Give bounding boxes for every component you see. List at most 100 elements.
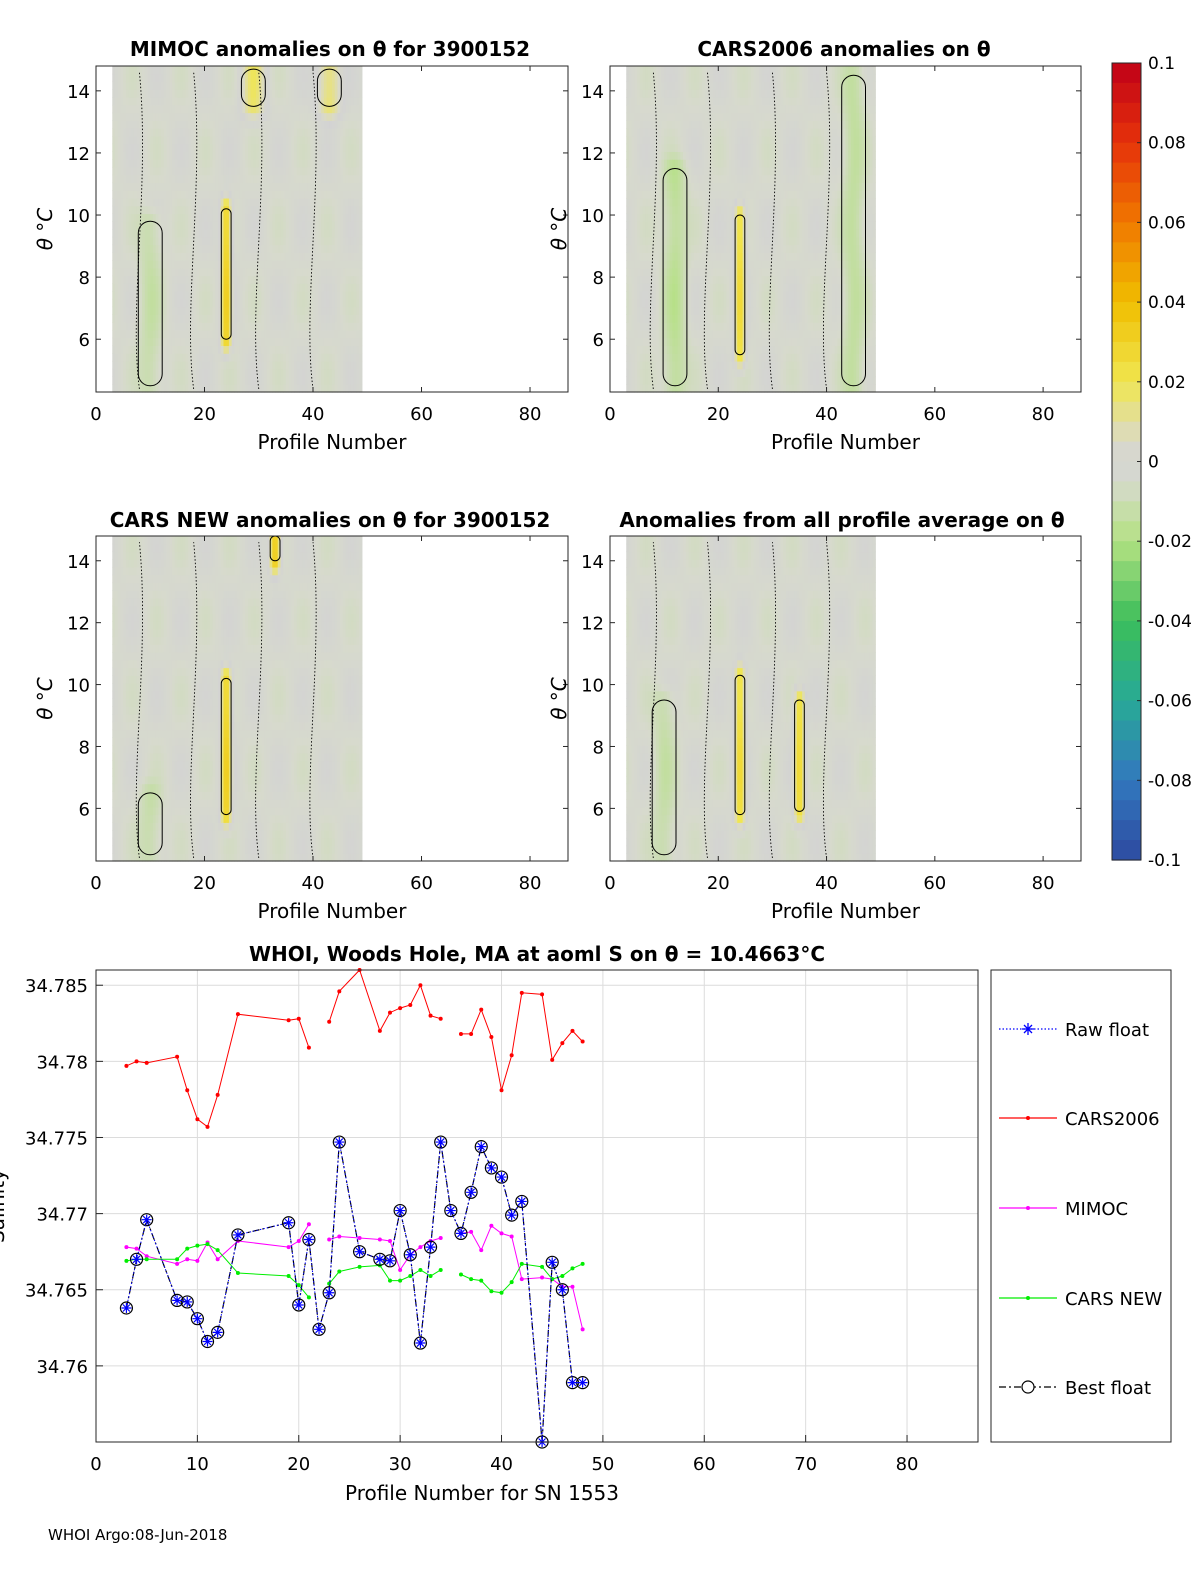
heatmap-cell — [237, 66, 241, 75]
heatmap-cell — [250, 283, 254, 292]
heatmap-cell — [196, 97, 200, 106]
heatmap-cell — [269, 112, 273, 121]
heatmap-cell — [359, 66, 363, 75]
heatmap-cell — [250, 353, 254, 362]
heatmap-cell — [223, 66, 227, 75]
heatmap-cell — [169, 267, 173, 277]
heatmap-cell — [166, 337, 170, 347]
heatmap-cell — [196, 283, 200, 292]
heatmap-cell — [188, 275, 192, 284]
heatmap-cell — [223, 337, 227, 347]
heatmap-cell — [226, 360, 230, 370]
heatmap-cell — [171, 283, 176, 292]
heatmap-cell — [283, 291, 287, 300]
heatmap-cell — [288, 213, 292, 222]
heatmap-cell — [234, 190, 238, 199]
heatmap-cell — [234, 112, 238, 121]
heatmap-cell — [231, 298, 235, 308]
heatmap-cell — [266, 353, 271, 362]
heatmap-cell — [234, 89, 238, 98]
heatmap-cell — [237, 368, 241, 378]
heatmap-cell — [258, 104, 263, 114]
heatmap-cell — [114, 128, 119, 137]
heatmap-cell — [285, 267, 290, 277]
heatmap-cell — [266, 252, 271, 261]
heatmap-cell — [247, 128, 252, 137]
heatmap-cell — [237, 112, 241, 121]
heatmap-cell — [209, 66, 214, 75]
heatmap-cell — [133, 151, 138, 160]
heatmap-cell — [291, 260, 295, 269]
heatmap-cell — [215, 376, 219, 385]
heatmap-cell — [182, 128, 187, 137]
heatmap-cell — [277, 306, 282, 315]
heatmap-cell — [264, 345, 268, 354]
heatmap-cell — [133, 221, 138, 230]
heatmap-cell — [133, 267, 138, 277]
heatmap-cell — [212, 112, 216, 121]
heatmap-cell — [250, 260, 254, 269]
heatmap-cell — [152, 252, 157, 261]
heatmap-cell — [182, 260, 187, 269]
heatmap-cell — [228, 267, 233, 277]
heatmap-cell — [125, 368, 130, 378]
heatmap-cell — [204, 291, 208, 300]
heatmap-cell — [133, 182, 138, 191]
heatmap-cell — [266, 236, 271, 246]
heatmap-cell — [147, 104, 151, 114]
heatmap-cell — [285, 143, 290, 152]
heatmap-cell — [158, 81, 162, 90]
heatmap-cell — [161, 244, 165, 253]
heatmap-cell — [280, 128, 284, 137]
heatmap-cell — [193, 329, 197, 339]
heatmap-cell — [182, 314, 187, 323]
heatmap-cell — [196, 81, 200, 90]
heatmap-cell — [144, 182, 149, 191]
heatmap-cell — [161, 174, 165, 184]
heatmap-cell — [125, 89, 130, 98]
heatmap-cell — [250, 151, 254, 160]
heatmap-cell — [218, 97, 222, 106]
heatmap-cell — [215, 143, 219, 152]
heatmap-cell — [128, 345, 132, 354]
heatmap-cell — [288, 89, 292, 98]
heatmap-cell — [261, 89, 265, 98]
heatmap-cell — [117, 260, 122, 269]
heatmap-cell — [123, 221, 127, 230]
heatmap-cell — [166, 120, 170, 129]
heatmap-cell — [182, 368, 187, 378]
heatmap-cell — [188, 159, 192, 168]
heatmap-cell — [245, 229, 249, 238]
heatmap-cell — [161, 205, 165, 215]
heatmap-cell — [196, 306, 200, 315]
heatmap-cell — [258, 229, 263, 238]
heatmap-cell — [196, 182, 200, 191]
heatmap-cell — [272, 384, 276, 393]
heatmap-cell — [234, 283, 238, 292]
heatmap-cell — [207, 135, 211, 145]
heatmap-cell — [228, 360, 233, 370]
heatmap-cell — [150, 89, 154, 98]
heatmap-cell — [182, 221, 187, 230]
heatmap-cell — [133, 135, 138, 145]
y-tick-label: 6 — [79, 330, 90, 351]
heatmap-cell — [226, 151, 230, 160]
heatmap-cell — [223, 306, 227, 315]
heatmap-cell — [120, 345, 124, 354]
heatmap-cell — [291, 275, 295, 284]
heatmap-cell — [152, 97, 157, 106]
heatmap-cell — [223, 104, 227, 114]
heatmap-cell — [147, 197, 151, 207]
heatmap-cell — [131, 306, 135, 315]
heatmap-cell — [204, 252, 208, 261]
heatmap-cell — [288, 384, 292, 393]
heatmap-cell — [272, 283, 276, 292]
heatmap-cell — [209, 166, 214, 176]
heatmap-cell — [144, 267, 149, 277]
heatmap-cell — [226, 329, 230, 339]
heatmap-cell — [120, 260, 124, 269]
heatmap-cell — [247, 143, 252, 152]
heatmap-cell — [120, 159, 124, 168]
heatmap-cell — [212, 314, 216, 323]
